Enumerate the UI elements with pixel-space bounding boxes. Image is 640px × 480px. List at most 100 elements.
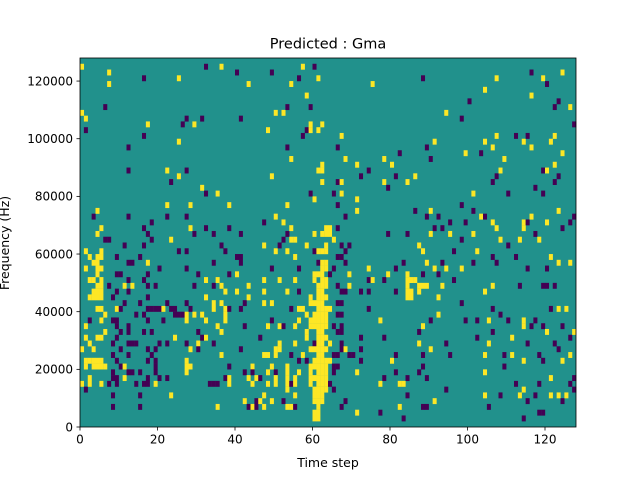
heatmap-cell-low bbox=[335, 179, 340, 185]
heatmap-cell-high bbox=[188, 346, 193, 353]
heatmap-cell-high bbox=[262, 242, 267, 249]
heatmap-cell-low bbox=[145, 294, 150, 301]
heatmap-cell-low bbox=[281, 398, 286, 405]
heatmap-cell-low bbox=[254, 403, 259, 410]
heatmap-cell-low bbox=[200, 115, 205, 122]
heatmap-cell-low bbox=[483, 213, 488, 220]
heatmap-cell-low bbox=[459, 202, 464, 209]
heatmap-cell-high bbox=[87, 294, 92, 301]
heatmap-cell-high bbox=[165, 202, 170, 209]
heatmap-cell-high bbox=[316, 357, 321, 364]
heatmap-cell-low bbox=[269, 69, 274, 76]
heatmap-cell-low bbox=[525, 398, 530, 405]
heatmap-cell-high bbox=[308, 380, 313, 387]
heatmap-cell-low bbox=[142, 242, 147, 249]
heatmap-cell-high bbox=[568, 104, 573, 111]
heatmap-cell-high bbox=[328, 357, 333, 364]
heatmap-cell-high bbox=[273, 248, 278, 255]
heatmap-cell-low bbox=[176, 248, 181, 255]
heatmap-cell-low bbox=[114, 317, 119, 324]
heatmap-cell-high bbox=[502, 156, 507, 162]
heatmap-cell-low bbox=[142, 75, 147, 82]
heatmap-cell-low bbox=[142, 132, 147, 139]
heatmap-cell-low bbox=[386, 230, 391, 237]
heatmap-cell-high bbox=[316, 398, 321, 405]
heatmap-cell-high bbox=[304, 311, 309, 318]
heatmap-cell-low bbox=[541, 167, 546, 174]
x-tick-label: 60 bbox=[305, 433, 320, 447]
heatmap-cell-low bbox=[393, 288, 398, 295]
heatmap-cell-low bbox=[111, 392, 116, 399]
heatmap-cell-high bbox=[405, 288, 410, 295]
heatmap-cell-high bbox=[165, 167, 170, 174]
heatmap-cell-high bbox=[200, 184, 205, 191]
heatmap-cell-low bbox=[207, 380, 212, 387]
heatmap-cell-high bbox=[324, 323, 329, 330]
heatmap-cell-high bbox=[145, 121, 150, 128]
heatmap-cell-low bbox=[463, 219, 468, 226]
heatmap-cell-low bbox=[153, 346, 158, 353]
heatmap-cell-low bbox=[417, 369, 422, 376]
heatmap-cell-high bbox=[312, 415, 317, 422]
heatmap-cell-high bbox=[529, 144, 534, 151]
heatmap-cell-high bbox=[548, 392, 553, 399]
heatmap-cell-low bbox=[424, 144, 429, 151]
x-axis-label: Time step bbox=[296, 455, 359, 470]
heatmap-cell-low bbox=[114, 357, 119, 364]
heatmap-cell-low bbox=[328, 271, 333, 278]
heatmap-cell-low bbox=[552, 340, 557, 347]
heatmap-cell-high bbox=[324, 305, 329, 312]
heatmap-cell-high bbox=[548, 254, 553, 260]
heatmap-cell-low bbox=[173, 305, 178, 312]
heatmap-cell-high bbox=[424, 259, 429, 266]
heatmap-cell-low bbox=[111, 369, 116, 376]
heatmap-cell-high bbox=[312, 323, 317, 330]
heatmap-cell-low bbox=[149, 219, 154, 226]
heatmap-cell-high bbox=[560, 69, 565, 76]
heatmap-cell-high bbox=[320, 357, 325, 364]
heatmap-cell-low bbox=[343, 259, 348, 266]
heatmap-cell-high bbox=[517, 236, 522, 243]
heatmap-cell-high bbox=[83, 363, 88, 370]
heatmap-cell-low bbox=[471, 207, 476, 214]
heatmap-cell-high bbox=[293, 236, 298, 243]
heatmap-cell-high bbox=[277, 323, 282, 330]
heatmap-cell-low bbox=[533, 184, 538, 191]
heatmap-cell-high bbox=[316, 288, 321, 295]
heatmap-cell-high bbox=[87, 380, 92, 387]
heatmap-cell-low bbox=[153, 357, 158, 364]
heatmap-cell-high bbox=[215, 323, 220, 330]
heatmap-cell-high bbox=[316, 167, 321, 174]
heatmap-cell-low bbox=[289, 380, 294, 387]
heatmap-cell-high bbox=[122, 375, 127, 382]
heatmap-cell-low bbox=[572, 375, 577, 382]
heatmap-cell-high bbox=[99, 317, 104, 324]
heatmap-cell-high bbox=[308, 294, 313, 301]
heatmap-cell-low bbox=[366, 288, 371, 295]
heatmap-cell-high bbox=[95, 207, 100, 214]
heatmap-cell-low bbox=[145, 305, 150, 312]
x-tick-label: 20 bbox=[150, 433, 165, 447]
heatmap-cell-high bbox=[347, 271, 352, 278]
heatmap-cell-high bbox=[227, 380, 232, 387]
heatmap-cell-high bbox=[486, 317, 491, 324]
heatmap-cell-low bbox=[335, 282, 340, 289]
heatmap-cell-high bbox=[99, 225, 104, 232]
heatmap-cell-high bbox=[320, 375, 325, 382]
heatmap-cell-low bbox=[138, 369, 143, 376]
heatmap-cell-low bbox=[111, 375, 116, 382]
heatmap-cell-low bbox=[552, 282, 557, 289]
heatmap-cell-high bbox=[529, 92, 534, 99]
heatmap-cell-high bbox=[235, 271, 240, 278]
heatmap-cell-high bbox=[235, 288, 240, 295]
heatmap-cell-low bbox=[452, 277, 457, 284]
heatmap-cell-low bbox=[335, 254, 340, 260]
heatmap-cell-high bbox=[556, 207, 561, 214]
heatmap-cell-high bbox=[285, 202, 290, 209]
heatmap-cell-low bbox=[514, 254, 519, 260]
heatmap-cell-low bbox=[83, 386, 88, 393]
heatmap-cell-high bbox=[316, 271, 321, 278]
heatmap-cell-high bbox=[95, 357, 100, 364]
heatmap-cell-high bbox=[107, 69, 112, 76]
heatmap-cell-high bbox=[293, 380, 298, 387]
